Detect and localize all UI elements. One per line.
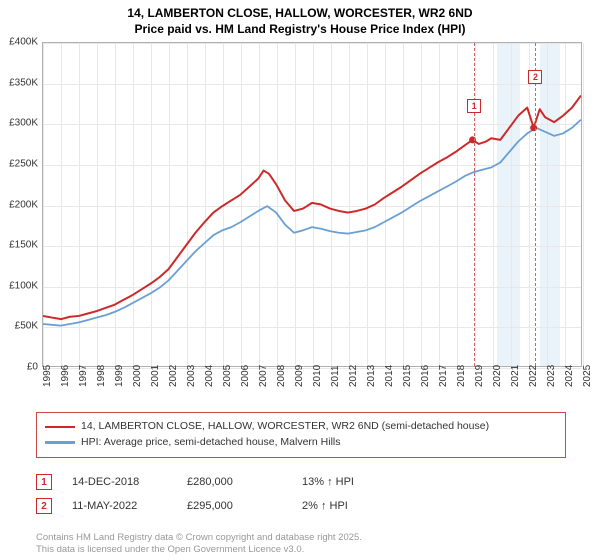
legend-item: 14, LAMBERTON CLOSE, HALLOW, WORCESTER, … xyxy=(45,419,557,435)
sale-row-marker: 2 xyxy=(36,498,52,514)
sales-table: 1 14-DEC-2018 £280,000 13% ↑ HPI 2 11-MAY-202… xyxy=(36,470,566,518)
sale-row-marker: 1 xyxy=(36,474,52,490)
footer-line-2: This data is licensed under the Open Gov… xyxy=(36,544,362,556)
y-axis-label: £50K xyxy=(15,321,38,332)
legend-swatch xyxy=(45,441,75,444)
sale-row: 2 11-MAY-2022 £295,000 2% ↑ HPI xyxy=(36,494,566,518)
plot-region: 12 xyxy=(42,42,582,367)
y-axis-label: £200K xyxy=(9,199,38,210)
y-axis-label: £350K xyxy=(9,77,38,88)
title-line-2: Price paid vs. HM Land Registry's House … xyxy=(0,22,600,38)
x-axis-label: 2025 xyxy=(582,365,600,387)
series-price_paid xyxy=(43,95,581,319)
y-axis-label: £250K xyxy=(9,158,38,169)
chart-area: 12 £0£50K£100K£150K£200K£250K£300K£350K£… xyxy=(0,42,600,402)
legend-swatch xyxy=(45,426,75,429)
sale-price: £295,000 xyxy=(187,500,282,512)
legend-item: HPI: Average price, semi-detached house,… xyxy=(45,435,557,451)
sale-marker-2: 2 xyxy=(528,70,542,84)
chart-title-block: 14, LAMBERTON CLOSE, HALLOW, WORCESTER, … xyxy=(0,0,600,41)
sale-date: 14-DEC-2018 xyxy=(72,476,167,488)
y-axis-label: £100K xyxy=(9,280,38,291)
sale-price: £280,000 xyxy=(187,476,282,488)
y-axis-label: £0 xyxy=(27,362,38,373)
y-axis-label: £150K xyxy=(9,240,38,251)
legend-label: 14, LAMBERTON CLOSE, HALLOW, WORCESTER, … xyxy=(81,419,489,435)
sale-row: 1 14-DEC-2018 £280,000 13% ↑ HPI xyxy=(36,470,566,494)
title-line-1: 14, LAMBERTON CLOSE, HALLOW, WORCESTER, … xyxy=(0,6,600,22)
sale-vs-hpi: 13% ↑ HPI xyxy=(302,476,397,488)
footer-line-1: Contains HM Land Registry data © Crown c… xyxy=(36,532,362,544)
series-hpi xyxy=(43,120,581,326)
sale-marker-1: 1 xyxy=(467,99,481,113)
legend-label: HPI: Average price, semi-detached house,… xyxy=(81,435,341,451)
sale-date: 11-MAY-2022 xyxy=(72,500,167,512)
sale-vs-hpi: 2% ↑ HPI xyxy=(302,500,397,512)
y-axis-label: £400K xyxy=(9,37,38,48)
y-axis-label: £300K xyxy=(9,118,38,129)
legend-box: 14, LAMBERTON CLOSE, HALLOW, WORCESTER, … xyxy=(36,412,566,458)
footer-attribution: Contains HM Land Registry data © Crown c… xyxy=(36,532,362,556)
